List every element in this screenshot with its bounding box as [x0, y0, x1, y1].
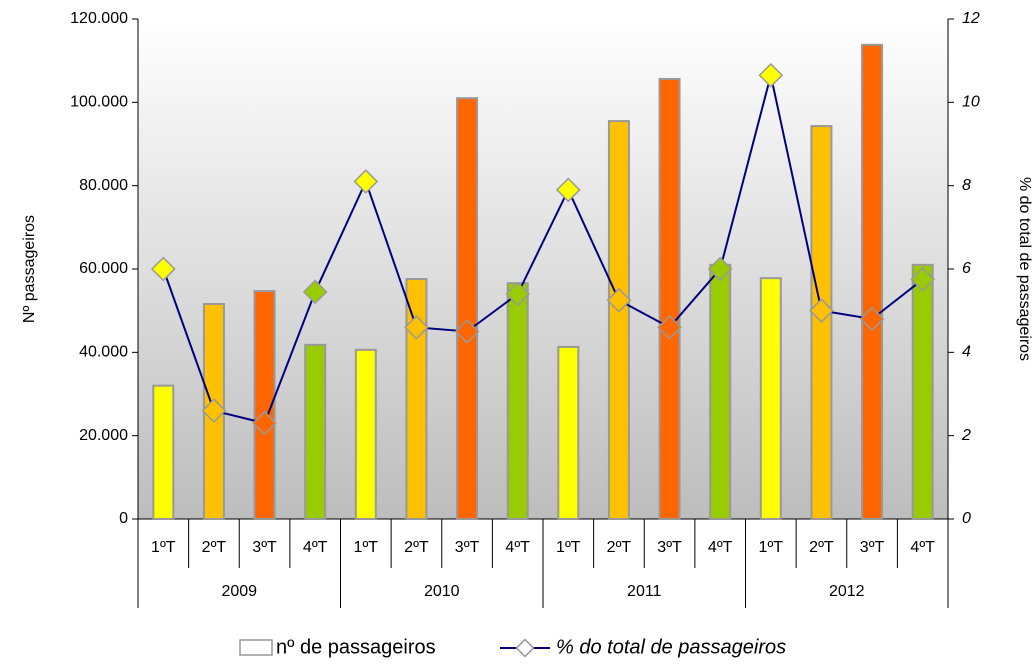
y2-tick-label: 4	[962, 344, 971, 361]
bar	[607, 120, 630, 520]
x-tick-label: 2ºT	[607, 539, 632, 556]
y-tick-label: 80.000	[79, 177, 128, 194]
legend-label: nº de passageiros	[276, 636, 436, 658]
x-tick-label: 3ºT	[657, 539, 682, 556]
x-tick-label: 3ºT	[252, 539, 277, 556]
line	[162, 74, 924, 425]
bar	[861, 43, 884, 520]
legend-label: % do total de passageiros	[556, 636, 786, 658]
x-tick-label: 3ºT	[455, 539, 480, 556]
y2-axis-label: % do total de passageiros	[1016, 177, 1033, 361]
x-tick-label: 4ºT	[910, 539, 935, 556]
y-tick-label: 100.000	[70, 94, 128, 111]
bar	[658, 78, 681, 520]
x-group-label: 2011	[627, 583, 662, 600]
marker	[150, 256, 176, 282]
x-tick-label: 3ºT	[860, 539, 885, 556]
marker	[404, 314, 429, 340]
marker	[505, 281, 531, 307]
y2-tick-label: 2	[961, 427, 971, 444]
y-tick-label: 40.000	[79, 344, 128, 361]
bar	[506, 282, 529, 520]
marker	[201, 398, 227, 424]
marker	[809, 298, 834, 324]
marker	[606, 287, 632, 313]
bar	[557, 345, 580, 520]
x-tick-label: 2ºT	[202, 539, 227, 556]
marker	[353, 169, 379, 194]
bar	[759, 277, 782, 520]
x-tick-label: 1ºT	[354, 539, 379, 556]
bar	[405, 278, 428, 520]
marker	[454, 319, 480, 344]
x-tick-label: 1ºT	[556, 539, 581, 556]
x-tick-label: 2ºT	[809, 539, 834, 556]
bar	[152, 384, 175, 520]
marker	[758, 62, 784, 88]
y-axis-label: Nº passageiros	[21, 215, 38, 323]
bar	[911, 263, 934, 521]
y-tick-label: 60.000	[79, 260, 128, 277]
y2-tick-label: 0	[962, 510, 971, 527]
marker	[859, 306, 885, 332]
y-tick-label: 20.000	[79, 427, 128, 444]
y2-tick-label: 10	[962, 94, 980, 111]
x-group-label: 2010	[424, 583, 460, 600]
x-tick-label: 4ºT	[505, 539, 530, 556]
x-tick-label: 1ºT	[759, 539, 784, 556]
x-group-label: 2012	[829, 583, 865, 600]
y2-tick-label: 8	[962, 177, 971, 194]
marker	[910, 267, 936, 292]
x-tick-label: 4ºT	[708, 539, 733, 556]
y-tick-label: 0	[119, 510, 128, 527]
y2-tick-label: 6	[962, 260, 971, 277]
marker	[555, 177, 581, 203]
marker	[657, 314, 682, 340]
marker	[252, 410, 277, 436]
x-group-label: 2009	[221, 583, 257, 600]
y2-tick-label: 12	[962, 10, 980, 27]
bar	[354, 348, 377, 521]
y-tick-label: 120.000	[70, 10, 128, 27]
legend-swatch	[239, 639, 273, 656]
bar	[253, 290, 276, 521]
bar	[709, 263, 732, 521]
x-tick-label: 1ºT	[151, 539, 176, 556]
bar	[456, 97, 479, 521]
marker	[707, 256, 733, 282]
x-tick-label: 4ºT	[303, 539, 328, 556]
bar	[304, 343, 327, 521]
x-tick-label: 2ºT	[404, 539, 429, 556]
marker	[302, 279, 328, 305]
legend-swatch	[515, 638, 535, 658]
